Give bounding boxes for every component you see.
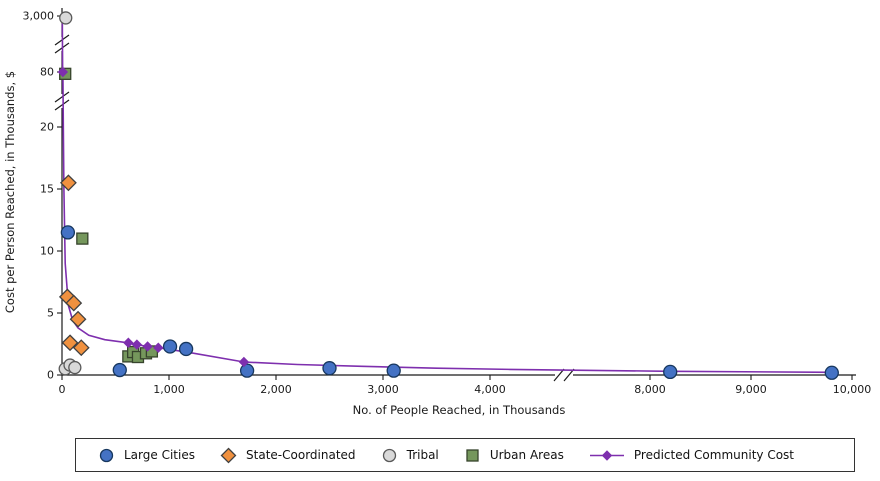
data-point bbox=[69, 310, 87, 328]
data-point bbox=[178, 341, 194, 357]
legend-item-predicted-community-cost: Predicted Community Cost bbox=[589, 447, 794, 464]
legend-item-state-coordinated: State-Coordinated bbox=[220, 447, 356, 464]
legend-item-tribal: Tribal bbox=[381, 447, 439, 464]
tribal-marker-icon bbox=[382, 448, 396, 462]
x-tick-label: 3,000 bbox=[367, 383, 399, 396]
tick-marks bbox=[57, 15, 853, 380]
large-cities-marker-icon bbox=[99, 448, 114, 462]
line-marker-layer bbox=[57, 66, 250, 368]
legend-label-urban-areas: Urban Areas bbox=[489, 448, 564, 462]
data-point bbox=[824, 365, 839, 380]
legend-label-state-coordinated: State-Coordinated bbox=[246, 448, 356, 462]
y-tick-label: 3,000 bbox=[23, 10, 55, 23]
legend: Large Cities State-Coordinated Tribal Urban… bbox=[75, 438, 855, 472]
x-tick-label: 2,000 bbox=[260, 383, 292, 396]
data-point bbox=[112, 362, 127, 378]
predicted-line bbox=[61, 17, 832, 374]
data-point bbox=[65, 294, 83, 312]
legend-label-predicted-community-cost: Predicted Community Cost bbox=[633, 448, 794, 462]
data-point bbox=[60, 225, 76, 240]
y-tick-label: 20 bbox=[40, 121, 54, 134]
y-tick-label: 5 bbox=[47, 307, 54, 320]
data-point bbox=[68, 360, 82, 375]
chart-svg: No. of People Reached, in Thousands Cost… bbox=[3, 8, 872, 417]
predicted-community-cost-marker-icon bbox=[589, 449, 624, 461]
data-point bbox=[131, 339, 143, 350]
state-coordinated-marker-icon bbox=[220, 447, 237, 463]
x-tick-label: 0 bbox=[59, 383, 66, 396]
x-tick-label: 8,000 bbox=[634, 383, 666, 396]
y-axis-title: Cost per Person Reached, in Thousands, $ bbox=[3, 71, 17, 313]
series-predicted-community-cost-markers bbox=[57, 66, 250, 368]
x-tick-label: 10,000 bbox=[833, 383, 872, 396]
y-tick-label: 80 bbox=[40, 66, 54, 79]
data-point bbox=[238, 356, 250, 368]
y-tick-label: 10 bbox=[40, 245, 54, 258]
x-tick-label: 9,000 bbox=[735, 383, 767, 396]
data-point bbox=[386, 363, 401, 378]
urban-areas-marker-icon bbox=[466, 448, 479, 462]
axis-break-marks bbox=[54, 34, 575, 382]
data-point bbox=[72, 339, 90, 357]
data-point bbox=[142, 341, 153, 352]
data-point bbox=[61, 334, 79, 352]
scatter-layer bbox=[58, 11, 839, 380]
y-tick-label: 0 bbox=[47, 369, 54, 382]
legend-item-urban-areas: Urban Areas bbox=[464, 447, 564, 464]
predicted-line-layer bbox=[61, 17, 832, 374]
legend-label-large-cities: Large Cities bbox=[124, 448, 195, 462]
axes bbox=[61, 8, 856, 376]
y-tick-label: 15 bbox=[40, 183, 54, 196]
series-predicted-community-cost bbox=[61, 17, 832, 374]
tick-labels: 0 1,000 2,000 3,000 4,000 8,000 9,000 10,000 0 5 1… bbox=[23, 10, 872, 397]
series-large-cities bbox=[60, 225, 839, 380]
data-point bbox=[57, 66, 69, 78]
x-axis-title: No. of People Reached, in Thousands bbox=[353, 403, 566, 417]
data-point bbox=[322, 361, 337, 376]
data-point bbox=[153, 342, 164, 353]
data-point bbox=[663, 364, 678, 380]
series-state-coordinated bbox=[58, 174, 90, 357]
data-point bbox=[239, 363, 255, 378]
data-point bbox=[162, 339, 178, 354]
legend-label-tribal: Tribal bbox=[406, 448, 439, 462]
data-point bbox=[59, 11, 73, 25]
data-point bbox=[76, 232, 89, 245]
data-point bbox=[60, 174, 77, 192]
x-tick-label: 4,000 bbox=[474, 383, 506, 396]
x-tick-label: 1,000 bbox=[153, 383, 185, 396]
legend-item-large-cities: Large Cities bbox=[98, 447, 195, 464]
data-point bbox=[123, 337, 134, 348]
series-tribal bbox=[58, 11, 82, 376]
